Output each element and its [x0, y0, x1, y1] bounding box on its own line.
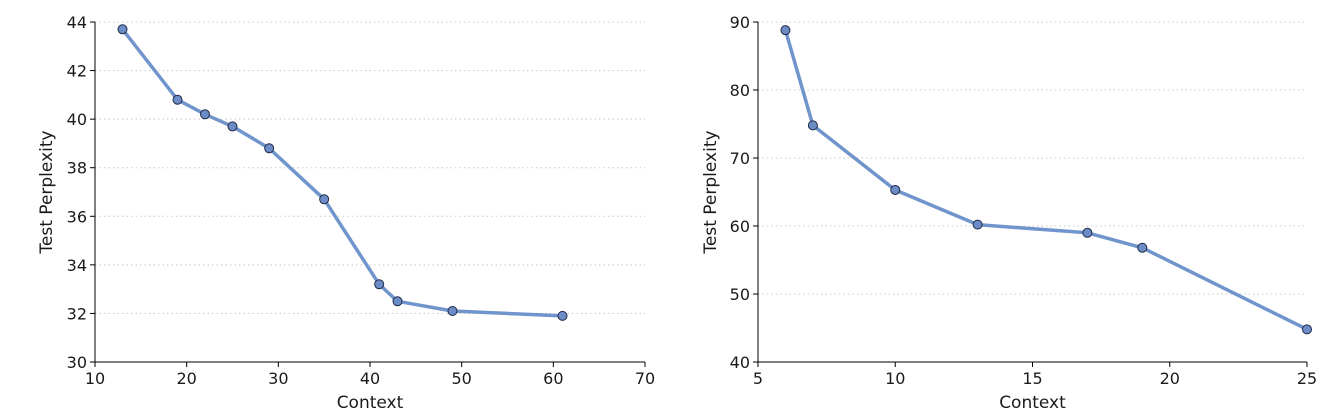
- y-axis-label: Test Perplexity: [701, 130, 721, 254]
- data-point: [172, 94, 183, 105]
- series-line: [783, 28, 1309, 332]
- y-tick-label: 50: [730, 285, 750, 304]
- y-tick-label: 36: [67, 207, 87, 226]
- data-point: [972, 219, 983, 230]
- x-tick-label: 20: [1160, 369, 1180, 388]
- data-point: [1302, 324, 1312, 335]
- y-tick-label: 70: [730, 149, 750, 168]
- x-axis-label: Context: [337, 393, 404, 413]
- data-point: [1137, 242, 1148, 253]
- y-tick-label: 40: [730, 353, 750, 372]
- y-tick-label: 40: [67, 110, 87, 129]
- data-point: [264, 143, 275, 154]
- x-axis-label: Context: [999, 393, 1066, 413]
- y-tick-label: 44: [67, 13, 87, 32]
- y-axis-label: Test Perplexity: [37, 130, 57, 254]
- data-point: [1082, 227, 1093, 238]
- y-tick-label: 90: [730, 13, 750, 32]
- data-point: [374, 279, 385, 290]
- y-tick-label: 42: [67, 62, 87, 81]
- right-chart: 40 50 60 70 80 90 5 10 15 20 25 Context Test Perplex…: [701, 13, 1317, 413]
- data-point: [200, 109, 210, 120]
- x-tick-label: 10: [85, 369, 105, 388]
- x-tick-label: 10: [885, 369, 905, 388]
- y-tick-label: 34: [67, 256, 87, 275]
- x-tick-label: 30: [268, 369, 288, 388]
- x-tick-label: 70: [635, 369, 655, 388]
- x-tick-label: 25: [1297, 369, 1317, 388]
- x-tick-label: 40: [360, 369, 380, 388]
- data-point: [780, 25, 791, 36]
- data-point: [807, 120, 818, 131]
- left-chart: 30 32 34 36 38 40 42 44 10 20 30 40 50 60 70 Context Tes…: [37, 13, 655, 413]
- data-point: [227, 121, 238, 132]
- y-tick-label: 32: [67, 304, 87, 323]
- x-tick-label: 50: [451, 369, 471, 388]
- data-point: [447, 306, 458, 316]
- data-point: [890, 184, 901, 195]
- y-tick-label: 80: [730, 81, 750, 100]
- y-tick-label: 60: [730, 217, 750, 236]
- data-point: [319, 194, 330, 205]
- x-tick-label: 5: [753, 369, 763, 388]
- x-tick-label: 60: [543, 369, 563, 388]
- data-point: [557, 310, 568, 321]
- data-point: [392, 296, 403, 307]
- x-tick-label: 20: [176, 369, 196, 388]
- series-line: [120, 27, 565, 318]
- y-tick-label: 38: [67, 159, 87, 178]
- y-tick-label: 30: [67, 353, 87, 372]
- x-tick-label: 15: [1022, 369, 1042, 388]
- data-point: [117, 24, 128, 35]
